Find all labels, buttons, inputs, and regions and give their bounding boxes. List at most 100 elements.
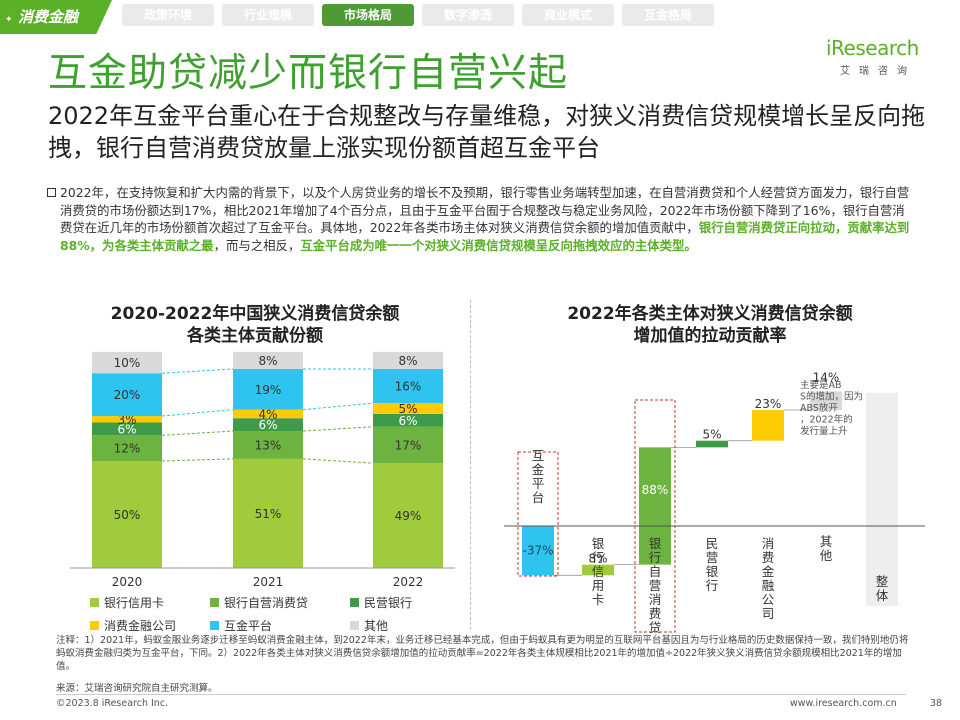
data-label: 13% [255, 438, 282, 452]
data-label: 20% [114, 388, 141, 402]
bullet-highlight-1: 银行自营消费贷正向拉动，贡献率达到88%，为各类主体贡献之最 [60, 220, 910, 253]
legend-label: 消费金融公司 [104, 619, 177, 633]
iresearch-logo: iResearch 艾瑞咨询 [826, 36, 926, 84]
highlight-box-fintech [517, 451, 559, 577]
x-tick-label-char: 自 [649, 564, 662, 579]
copyright: ©2023.8 iResearch Inc. [56, 698, 169, 709]
x-tick-label: 2022 [393, 575, 424, 589]
data-label: 51% [255, 507, 282, 521]
x-tick-label-char: 营 [649, 578, 662, 593]
legend-label: 银行信用卡 [104, 596, 165, 610]
x-tick-label-char: 他 [820, 548, 833, 563]
legend-item: 银行自营消费贷 [210, 594, 350, 611]
page-number: 38 [930, 698, 943, 709]
bar-segment [582, 564, 614, 576]
data-label: -37% [522, 544, 553, 558]
x-tick-label-char: 银 [592, 536, 605, 551]
data-label: 19% [255, 383, 282, 397]
x-tick-label-char: 行 [592, 550, 605, 565]
tab-1[interactable]: 行业规模 [222, 4, 314, 26]
x-tick-label-char: 司 [762, 606, 775, 621]
data-label: 10% [114, 356, 141, 370]
bar-segment [92, 416, 162, 423]
x-tick-label-char: 平 [532, 476, 545, 491]
brand-tag: ✦ 消费金融 [0, 0, 112, 34]
bar-total [866, 392, 898, 606]
right-chart-title-line1: 2022年各类主体对狭义消费信贷余额 [567, 304, 853, 324]
chart-divider [470, 300, 471, 630]
annotation-text: 主要是AB [800, 379, 842, 391]
tab-0[interactable]: 政策环境 [122, 4, 214, 26]
data-label: 8% [398, 354, 417, 368]
bar-segment [92, 351, 162, 374]
stacked-share-chart: 50%12%6%3%20%10%202051%13%6%4%19%8%20214… [70, 351, 455, 589]
legend-item: 其他 [350, 617, 460, 634]
data-label: 6% [258, 418, 277, 432]
data-label: 50% [114, 508, 141, 522]
sparkle-icon: ✦ [5, 15, 13, 25]
x-tick-label-char: 消 [649, 592, 662, 607]
x-tick-label-char: 体 [876, 588, 889, 603]
bar-segment [233, 351, 303, 369]
footer-rule [56, 694, 906, 695]
data-label: 23% [755, 397, 782, 411]
left-chart-title: 2020-2022年中国狭义消费信贷余额 各类主体贡献份额 [60, 303, 450, 347]
highlight-box-bank-self [634, 399, 676, 633]
data-label: 8% [258, 354, 277, 368]
x-tick-label-char: 费 [762, 550, 775, 565]
x-tick-label-char: 金 [762, 564, 775, 579]
logo-sub-text: 艾瑞咨询 [840, 66, 916, 77]
bar-segment [373, 463, 443, 568]
legend-swatch [210, 621, 219, 630]
data-label: 3% [117, 413, 136, 427]
x-tick-label-char: 贷 [649, 620, 662, 635]
connector-line [302, 458, 374, 464]
x-tick-label-char: 整 [876, 574, 889, 589]
section-tabs: 政策环境 行业规模 市场格局 数字渗透 商业模式 互金格局 [122, 4, 714, 26]
tab-2[interactable]: 市场格局 [322, 4, 414, 26]
bullet-paragraph: 2022年，在支持恢复和扩大内需的背景下，以及个人房贷业务的增长不及预期，银行零… [47, 184, 915, 254]
left-chart-title-line1: 2020-2022年中国狭义消费信贷余额 [110, 304, 400, 324]
data-label: 6% [117, 422, 136, 436]
x-tick-label: 2020 [112, 575, 143, 589]
connector-line [161, 430, 234, 436]
x-tick-label-char: 用 [592, 578, 605, 593]
right-chart-title-line2: 增加值的拉动贡献率 [633, 326, 787, 346]
legend-item: 民营银行 [350, 594, 460, 611]
x-tick-label-char: 行 [706, 578, 719, 593]
x-tick-label-char: 卡 [592, 592, 605, 607]
bar-segment [92, 373, 162, 417]
square-bullet-icon [47, 188, 56, 197]
x-tick-label-char: 互 [532, 448, 545, 463]
legend-swatch [350, 598, 359, 607]
bar-segment [373, 351, 443, 369]
bullet-text-2: ，而与之相反， [213, 237, 301, 253]
bar-segment [233, 418, 303, 432]
data-label: 8% [588, 552, 607, 566]
bar-segment [233, 431, 303, 459]
data-label: 17% [395, 438, 422, 452]
bar-segment [639, 447, 671, 565]
x-tick-label-char: 银 [649, 536, 662, 551]
annotation-text: ABS放开 [800, 402, 838, 414]
annotation-text: ，2022年的 [800, 414, 853, 426]
legend-swatch [90, 621, 99, 630]
tab-5[interactable]: 互金格局 [622, 4, 714, 26]
annotation-text: S的增加，因为 [800, 391, 863, 403]
legend-item: 消费金融公司 [90, 617, 210, 634]
tab-3[interactable]: 数字渗透 [422, 4, 514, 26]
tab-4[interactable]: 商业模式 [522, 4, 614, 26]
page-subtitle: 2022年互金平台重心在于合规整改与存量维稳，对狭义消费信贷规模增长呈反向拖拽，… [48, 102, 926, 162]
x-tick-label-char: 民 [706, 536, 719, 551]
legend-swatch [90, 598, 99, 607]
bar-segment [696, 440, 728, 448]
bar-segment [373, 413, 443, 427]
data-label: 12% [114, 442, 141, 456]
connector-line [302, 402, 374, 411]
bar-segment [810, 391, 842, 411]
data-label: 88% [642, 483, 669, 497]
connector-line [302, 426, 374, 432]
bar-segment [92, 435, 162, 461]
connector-line [161, 368, 234, 374]
annotation-text: 发行量上升 [800, 425, 848, 437]
